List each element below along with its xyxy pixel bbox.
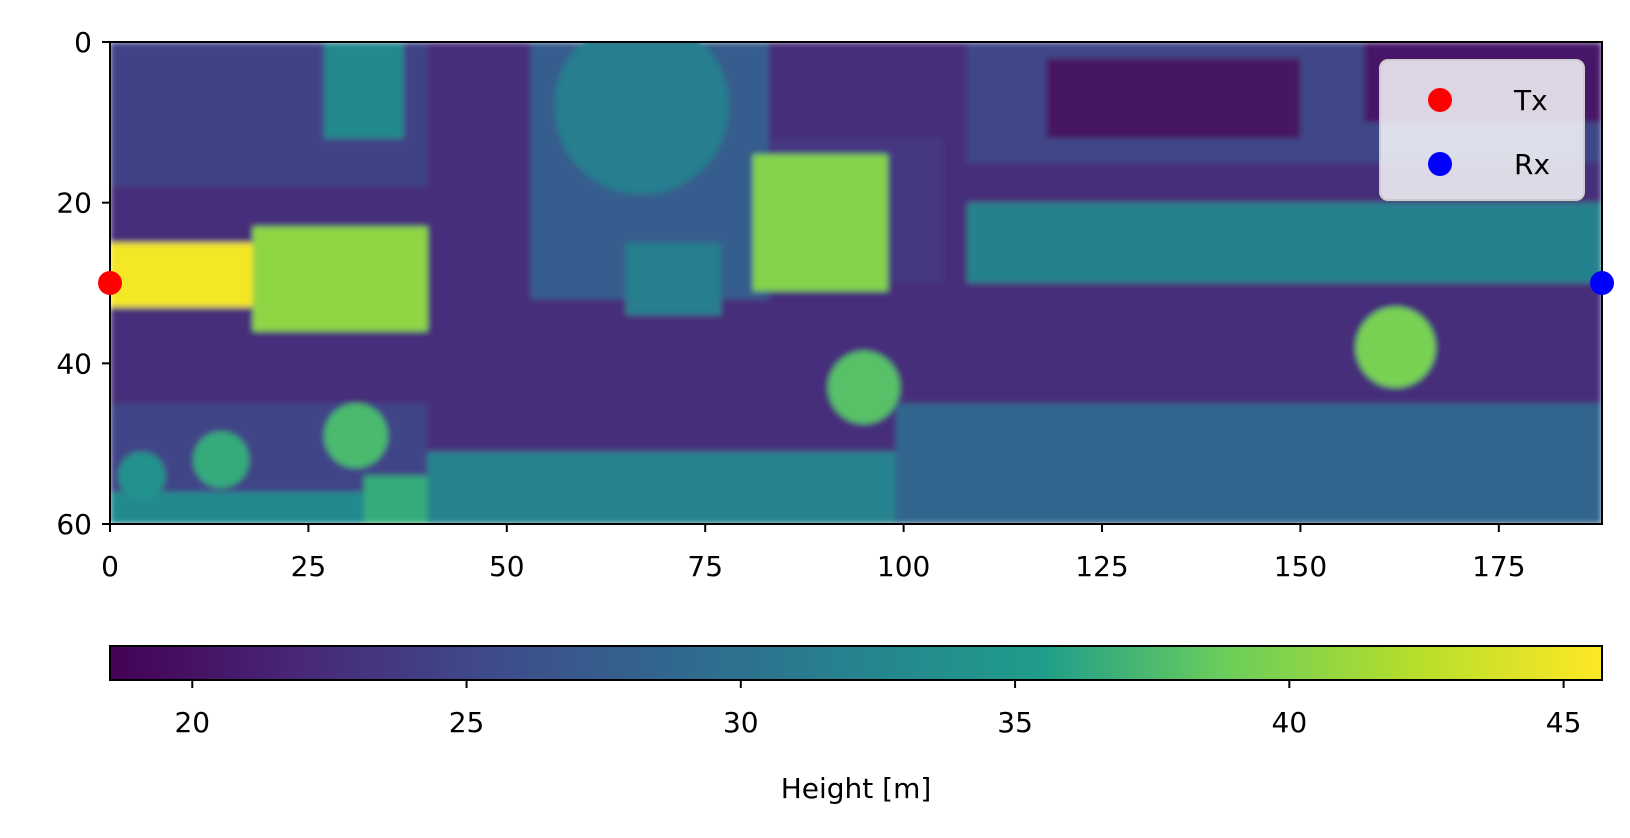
- colorbar-tick-label: 30: [723, 706, 759, 739]
- colorbar-axis: 20 25 30 35 40 45: [174, 680, 1581, 739]
- x-tick-label: 125: [1075, 550, 1128, 583]
- x-tick-label: 150: [1274, 550, 1327, 583]
- heatmap-region-4: [363, 475, 428, 524]
- x-tick-label: 0: [101, 550, 119, 583]
- height-heatmap: [110, 42, 1602, 524]
- y-tick-label: 0: [74, 26, 92, 59]
- y-tick-label: 40: [56, 347, 92, 380]
- tx-marker: [98, 271, 122, 295]
- heatmap-region-5: [324, 42, 404, 139]
- x-tick-label: 100: [877, 550, 930, 583]
- colorbar-tick-label: 40: [1272, 706, 1308, 739]
- colorbar-tick-label: 20: [174, 706, 210, 739]
- colorbar-tick-label: 25: [449, 706, 485, 739]
- heatmap-region-7: [554, 42, 729, 195]
- colorbar: [110, 646, 1602, 680]
- x-tick-label: 25: [291, 550, 327, 583]
- heatmap-region-21: [324, 403, 388, 468]
- legend-rx-marker-icon: [1428, 152, 1452, 176]
- colorbar-frame: [109, 645, 1603, 681]
- heatmap-region-22: [193, 431, 249, 488]
- heatmap-region-8: [625, 242, 722, 316]
- heatmap-region-15: [427, 451, 896, 524]
- heatmap-region-23: [117, 451, 166, 500]
- rx-marker: [1590, 271, 1614, 295]
- heatmap-region-18: [252, 226, 428, 332]
- colorbar-tick-label: 35: [997, 706, 1033, 739]
- colorbar-tick-label: 45: [1546, 706, 1582, 739]
- legend-box: [1379, 59, 1585, 201]
- legend-label-tx: Tx: [1513, 84, 1548, 117]
- x-axis: 0 25 50 75 100 125 150 175: [101, 524, 1526, 583]
- y-tick-label: 20: [56, 187, 92, 220]
- x-tick-label: 50: [489, 550, 525, 583]
- heatmap-region-19: [828, 351, 900, 424]
- heatmap-region-20: [1355, 307, 1436, 388]
- marker-layer: [98, 271, 1614, 295]
- y-tick-label: 60: [56, 508, 92, 541]
- heatmap-region-16: [895, 403, 1602, 524]
- heatmap-region-10: [752, 154, 888, 292]
- colorbar-label: Height [m]: [781, 772, 932, 805]
- y-axis: 0 20 40 60: [56, 26, 110, 541]
- heatmap-region-17: [110, 242, 253, 308]
- legend-tx-marker-icon: [1428, 88, 1452, 112]
- heatmap-region-12: [1046, 58, 1301, 139]
- heatmap-region-14: [967, 202, 1602, 283]
- x-tick-label: 75: [687, 550, 723, 583]
- legend-label-rx: Rx: [1514, 148, 1550, 181]
- x-tick-label: 175: [1472, 550, 1525, 583]
- legend: Tx Rx: [1379, 59, 1585, 201]
